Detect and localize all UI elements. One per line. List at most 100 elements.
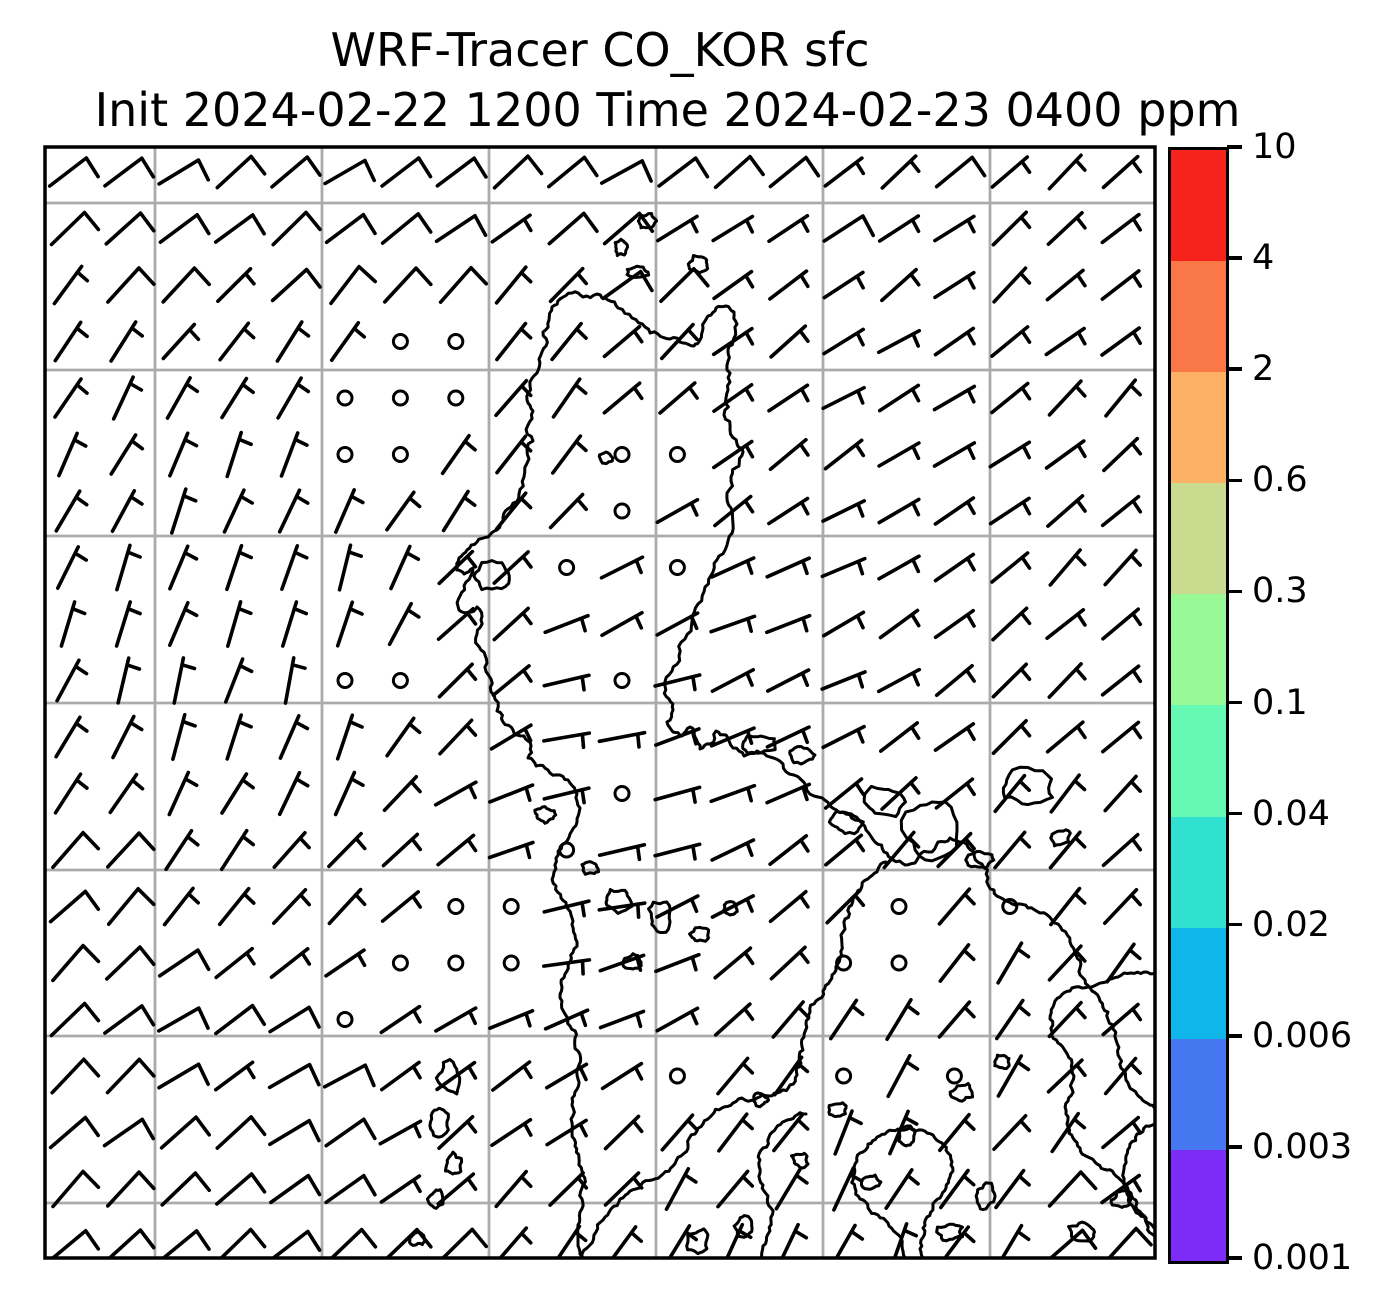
wind-barb <box>283 656 307 705</box>
wind-barb <box>380 1060 422 1092</box>
wind-barb <box>769 324 810 359</box>
wind-barb <box>103 1004 156 1035</box>
colorbar-tick <box>1227 1034 1242 1038</box>
wind-barb <box>716 1056 755 1096</box>
wind-barb <box>168 431 199 478</box>
calm-circle <box>558 559 576 576</box>
wind-barb <box>1046 494 1087 528</box>
calm-circle <box>336 1011 354 1028</box>
wind-barb <box>988 496 1032 526</box>
plot-subtitle: Init 2024-02-22 1200 Time 2024-02-23 040… <box>94 83 1241 137</box>
wind-barb <box>47 156 100 188</box>
wind-barb <box>224 657 254 704</box>
colorbar-tick-label: 4 <box>1252 238 1275 279</box>
wind-barb <box>104 211 156 246</box>
island <box>993 1053 1011 1071</box>
wind-barb <box>161 266 211 304</box>
wind-barb <box>164 829 200 871</box>
calm-circle <box>391 446 409 463</box>
map-border <box>43 145 1157 1260</box>
wind-barb <box>441 489 477 533</box>
wind-barb <box>487 840 535 860</box>
wind-barb <box>821 385 866 411</box>
wind-barb <box>277 488 310 534</box>
wind-barb <box>1049 886 1087 927</box>
wind-barb <box>489 723 533 751</box>
wind-barb <box>1100 269 1143 301</box>
calm-circle <box>835 1067 853 1085</box>
wind-barb <box>768 155 821 189</box>
wind-barb <box>542 731 592 750</box>
wind-barb <box>329 1227 378 1258</box>
wind-barb <box>932 441 977 468</box>
wind-barb <box>992 266 1032 304</box>
wind-barb <box>1044 439 1087 470</box>
wind-barb <box>1103 1056 1142 1096</box>
colorbar-segment <box>1171 594 1226 706</box>
wind-barb <box>833 1109 863 1156</box>
wind-barb <box>111 714 144 760</box>
wind-barb <box>495 434 533 475</box>
wind-barb <box>114 600 142 648</box>
island <box>741 734 777 755</box>
wind-barb <box>820 556 867 579</box>
wind-barb <box>1101 832 1143 868</box>
wind-barb <box>884 1168 920 1210</box>
wind-barb <box>767 496 810 526</box>
wind-barb <box>996 941 1031 985</box>
wind-barb <box>267 1062 321 1090</box>
calm-circle <box>668 559 686 576</box>
wind-barb <box>157 948 211 978</box>
wind-barb <box>333 770 365 817</box>
wind-barb <box>937 887 976 926</box>
wind-barb <box>1046 211 1087 246</box>
wind-barb <box>492 606 533 642</box>
wind-barb <box>597 901 647 919</box>
calm-circle <box>502 898 520 915</box>
wind-barb <box>933 496 976 526</box>
wind-barb <box>157 1006 210 1033</box>
wind-barb <box>102 1117 155 1148</box>
wind-barb <box>385 716 422 758</box>
plot-title: WRF-Tracer CO_KOR sfc <box>330 23 870 77</box>
wind-barb <box>933 608 976 640</box>
wind-barb <box>765 556 811 579</box>
wind-barb <box>440 433 477 476</box>
wind-barb <box>106 1170 156 1208</box>
wind-barb <box>765 782 812 805</box>
wind-barb <box>876 328 922 355</box>
wind-barb <box>664 1167 698 1211</box>
colorbar-tick-label: 0.3 <box>1252 571 1308 612</box>
wind-barb <box>880 154 921 190</box>
wind-barb <box>106 831 156 869</box>
calm-circle <box>613 446 631 463</box>
colorbar-tick-label: 0.006 <box>1252 1015 1353 1056</box>
wind-barb <box>324 948 367 978</box>
wind-barb <box>48 1115 100 1150</box>
wind-barb <box>598 953 646 973</box>
wind-barb <box>381 832 422 868</box>
wind-barb <box>380 890 422 923</box>
wind-barb <box>993 773 1031 814</box>
wind-barb <box>54 489 89 533</box>
wind-barb <box>490 1118 533 1147</box>
island <box>722 900 739 917</box>
coastline <box>558 290 1155 1111</box>
wind-barb <box>886 1053 920 1099</box>
wind-barb <box>1045 268 1087 302</box>
wind-barb <box>379 1174 422 1204</box>
island <box>686 254 710 275</box>
island <box>604 888 634 915</box>
wind-barb <box>823 438 866 471</box>
wind-barb <box>716 1169 755 1209</box>
wind-barb <box>115 543 142 592</box>
calm-circle <box>502 954 520 972</box>
wind-barb <box>53 772 89 815</box>
wind-barb <box>991 606 1032 642</box>
wind-barb <box>327 831 367 869</box>
wind-barb <box>1100 494 1143 528</box>
wind-barb <box>50 1057 101 1095</box>
island <box>647 900 672 934</box>
island <box>935 1222 964 1243</box>
wind-barb <box>1101 1115 1143 1150</box>
